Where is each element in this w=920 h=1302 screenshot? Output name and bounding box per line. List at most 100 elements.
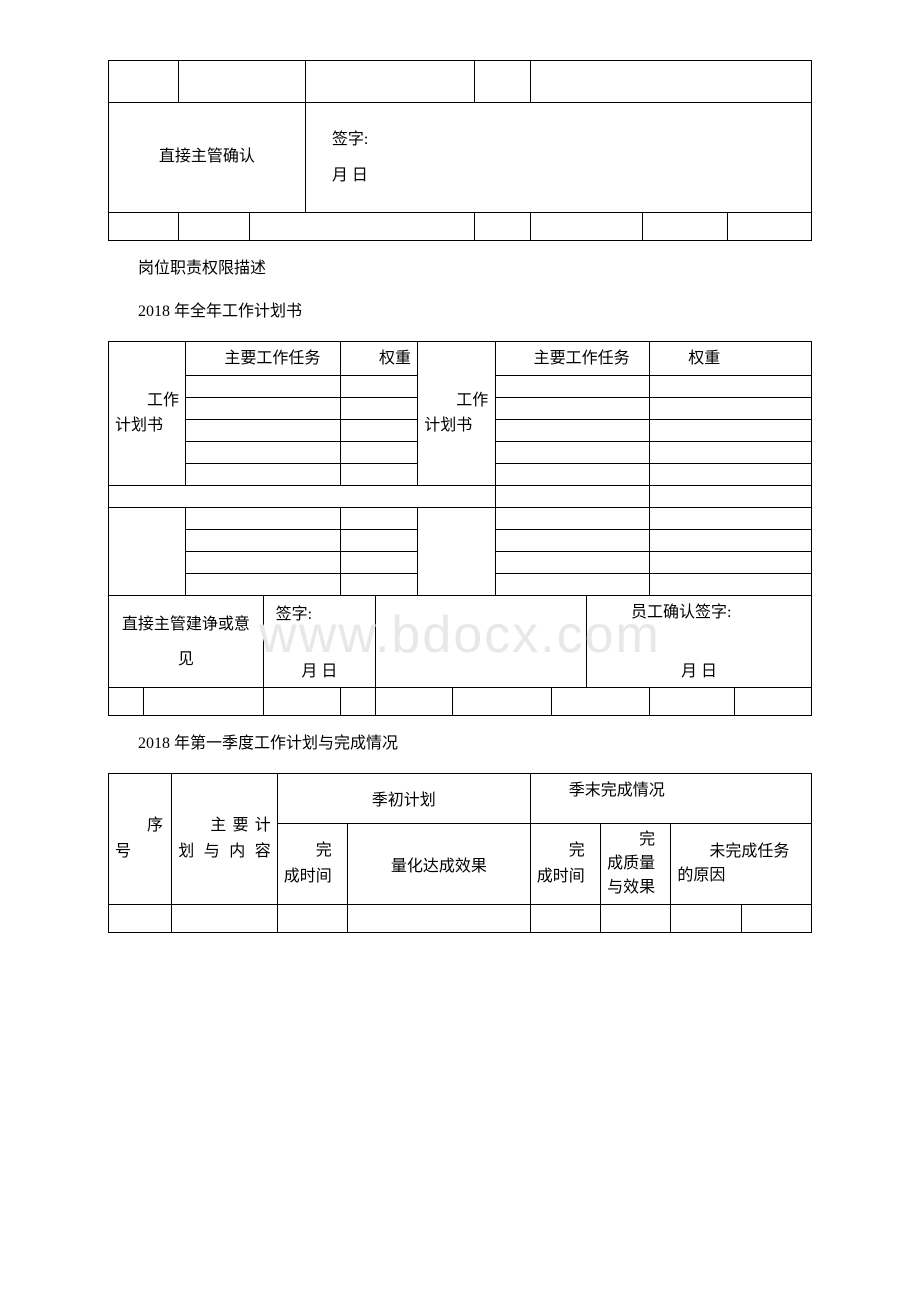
q1-plan-table: 序号 主要计划与内容 季初计划 季末完成情况 完成时间 量化达成效果 完成时间 — [108, 773, 812, 933]
empty-cell — [249, 213, 474, 241]
signature-cell: 签字: 月 日 — [305, 103, 811, 213]
empty-cell — [734, 688, 811, 716]
empty-cell — [340, 442, 417, 464]
quarter-end-header: 季末完成情况 — [530, 773, 811, 823]
empty-cell — [340, 574, 417, 596]
empty-cell — [348, 904, 531, 932]
seq-header: 序号 — [109, 773, 172, 904]
empty-cell — [601, 904, 671, 932]
month-day-label: 月 日 — [301, 663, 337, 680]
empty-cell — [109, 508, 186, 596]
supervisor-confirm-table: 直接主管确认 签字: 月 日 — [108, 60, 812, 241]
plan-book-label-right: 工作计划书 — [418, 341, 495, 486]
empty-cell — [186, 376, 341, 398]
empty-cell — [495, 486, 650, 508]
empty-cell — [495, 376, 650, 398]
weight-header-right: 权重 — [650, 341, 812, 376]
empty-cell — [109, 213, 179, 241]
empty-cell — [650, 552, 812, 574]
empty-cell — [495, 442, 650, 464]
empty-cell — [186, 508, 341, 530]
empty-cell — [495, 530, 650, 552]
finish-time-header-2: 完成时间 — [530, 823, 600, 904]
empty-cell — [109, 486, 496, 508]
empty-cell — [144, 688, 264, 716]
empty-cell — [186, 530, 341, 552]
employee-confirm-upper: 员工确认签字: — [586, 596, 811, 644]
empty-cell — [340, 688, 375, 716]
empty-cell — [418, 508, 495, 596]
empty-cell — [643, 213, 727, 241]
empty-cell — [179, 61, 306, 103]
empty-cell — [530, 213, 642, 241]
empty-cell — [650, 688, 734, 716]
empty-cell — [650, 464, 812, 486]
empty-cell — [340, 464, 417, 486]
empty-cell — [376, 688, 453, 716]
para-q1-plan: 2018 年第一季度工作计划与完成情况 — [138, 730, 812, 759]
empty-cell — [650, 420, 812, 442]
empty-cell — [186, 464, 341, 486]
empty-cell — [495, 552, 650, 574]
finish-quality-header: 完成质量与效果 — [601, 823, 671, 904]
empty-cell — [650, 530, 812, 552]
empty-cell — [650, 486, 812, 508]
plan-content-header: 主要计划与内容 — [172, 773, 277, 904]
empty-cell — [551, 688, 649, 716]
empty-cell — [340, 530, 417, 552]
empty-cell — [340, 508, 417, 530]
empty-cell — [474, 213, 530, 241]
main-task-header-left: 主要工作任务 — [186, 341, 341, 376]
empty-cell — [340, 552, 417, 574]
para-job-duty: 岗位职责权限描述 — [138, 255, 812, 284]
para-annual-plan: 2018 年全年工作计划书 — [138, 298, 812, 327]
unfinished-reason-header: 未完成任务的原因 — [671, 823, 812, 904]
main-task-header-right: 主要工作任务 — [495, 341, 650, 376]
empty-cell — [495, 574, 650, 596]
supervisor-confirm-text: 直接主管确认 — [159, 148, 255, 165]
empty-cell — [495, 420, 650, 442]
empty-cell — [179, 213, 249, 241]
empty-cell — [340, 420, 417, 442]
employee-month-day-cell: 月 日 — [586, 644, 811, 688]
empty-cell — [671, 904, 741, 932]
signature-label: 签字: — [332, 122, 805, 157]
empty-cell — [186, 442, 341, 464]
empty-cell — [495, 398, 650, 420]
empty-cell — [650, 398, 812, 420]
empty-cell — [109, 688, 144, 716]
supervisor-confirm-label: 直接主管确认 — [109, 103, 306, 213]
empty-cell — [727, 213, 811, 241]
empty-cell — [495, 464, 650, 486]
empty-cell — [263, 688, 340, 716]
empty-cell — [741, 904, 811, 932]
empty-cell — [186, 420, 341, 442]
supervisor-advice-label: 直接主管建诤或意见 — [109, 596, 264, 688]
quant-result-header: 量化达成效果 — [348, 823, 531, 904]
month-day-label: 月 日 — [332, 158, 805, 193]
empty-cell — [186, 574, 341, 596]
empty-cell — [650, 442, 812, 464]
empty-cell — [650, 508, 812, 530]
quarter-start-header: 季初计划 — [277, 773, 530, 823]
empty-cell — [650, 574, 812, 596]
empty-cell — [340, 376, 417, 398]
empty-cell — [172, 904, 277, 932]
empty-cell — [376, 596, 587, 688]
document-content: 直接主管确认 签字: 月 日 岗位职责权限描述 2018 年全年工作计划书 — [0, 60, 920, 933]
empty-cell — [186, 398, 341, 420]
weight-header-left: 权重 — [340, 341, 417, 376]
employee-month-day-label: 月 日 — [681, 663, 717, 680]
empty-cell — [650, 376, 812, 398]
empty-cell — [305, 61, 474, 103]
empty-cell — [495, 508, 650, 530]
empty-cell — [109, 904, 172, 932]
month-day-cell: 月 日 — [263, 644, 375, 688]
signature-label: 签字: — [276, 606, 312, 623]
finish-time-header: 完成时间 — [277, 823, 347, 904]
empty-cell — [277, 904, 347, 932]
empty-cell — [453, 688, 551, 716]
signature-cell-upper: 签字: — [263, 596, 375, 644]
empty-cell — [530, 904, 600, 932]
empty-cell — [340, 398, 417, 420]
